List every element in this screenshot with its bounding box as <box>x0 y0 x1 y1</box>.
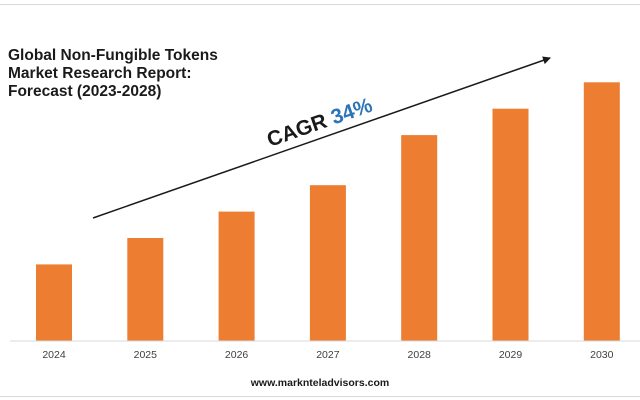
bar-2024 <box>36 264 72 341</box>
x-tick-label-2025: 2025 <box>134 349 158 361</box>
bottom-divider <box>0 396 640 397</box>
bar-2030 <box>583 82 620 342</box>
x-tick-label-2030: 2030 <box>590 349 614 361</box>
cagr-value: 34% <box>328 94 376 130</box>
chart-title-line-2: Market Research Report: <box>8 65 192 82</box>
cagr-label: CAGR <box>264 110 330 152</box>
cagr-annotation: CAGR34% <box>264 94 376 152</box>
chart-title-line-3: Forecast (2023-2028) <box>8 83 162 100</box>
bar-2027 <box>309 185 346 341</box>
x-tick-labels-group: 2024 2025 2026 2027 2028 2029 2030 <box>42 349 613 361</box>
bar-2028 <box>401 135 438 341</box>
bar-2026 <box>218 211 255 341</box>
source-website: www.marknteladvisors.com <box>250 377 390 389</box>
x-tick-label-2026: 2026 <box>225 349 249 361</box>
chart-title: Global Non-Fungible Tokens Market Resear… <box>8 47 268 101</box>
x-tick-label-2029: 2029 <box>499 349 523 361</box>
chart-title-line-1: Global Non-Fungible Tokens <box>8 47 218 64</box>
x-tick-label-2024: 2024 <box>42 349 66 361</box>
bars-group <box>36 82 620 342</box>
bar-2025 <box>127 238 164 341</box>
x-tick-label-2028: 2028 <box>408 349 432 361</box>
top-divider <box>0 4 640 5</box>
x-tick-label-2027: 2027 <box>316 349 340 361</box>
growth-trend-arrow <box>92 56 551 219</box>
bar-2029 <box>492 108 529 341</box>
